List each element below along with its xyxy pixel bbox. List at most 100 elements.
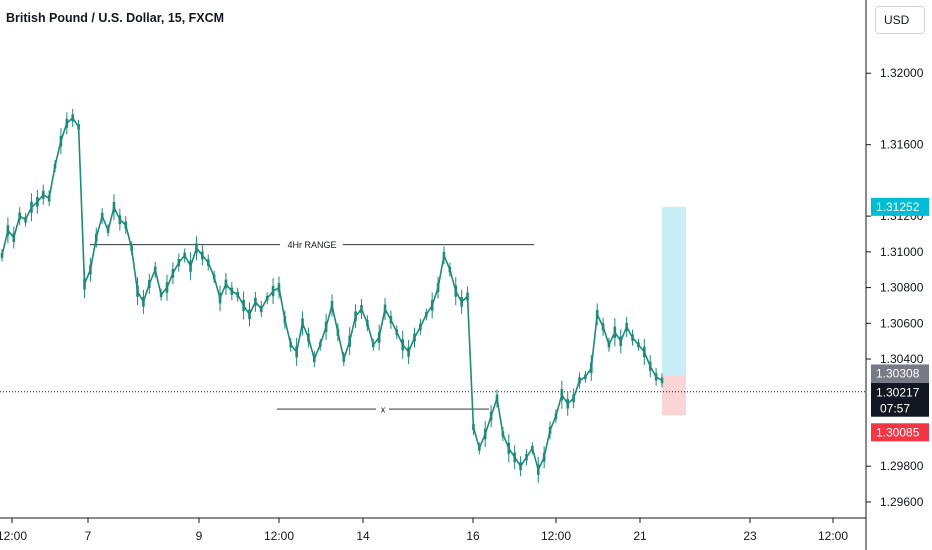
candle-body: [531, 445, 534, 451]
candle-body: [148, 280, 151, 289]
x-tick-label: 7: [85, 529, 92, 543]
candle-body: [313, 355, 316, 363]
candle-body: [466, 292, 469, 301]
x-tick-label: 16: [466, 529, 480, 543]
axis-price-labels: 1.31252 1.30308 1.30217 07:57 1.30085: [871, 197, 929, 442]
candle-body: [595, 309, 599, 319]
y-tick-label: 1.32000: [880, 66, 924, 80]
candle-body: [94, 233, 98, 242]
x-tick-label: 12:00: [264, 529, 294, 543]
candle-body: [89, 264, 92, 275]
candle-body: [560, 389, 564, 401]
candle-body: [59, 135, 63, 147]
candle-body: [195, 243, 198, 254]
y-tick-label: 1.31000: [880, 245, 924, 259]
candle-body: [171, 268, 175, 278]
y-tick-label: 1.29800: [880, 459, 924, 473]
candle-body: [271, 285, 275, 297]
candle-body: [289, 341, 293, 348]
y-tick-label: 1.30800: [880, 281, 924, 295]
candle-body: [407, 347, 410, 357]
candle-body: [654, 373, 658, 381]
candle-body: [430, 300, 434, 311]
candle-body: [236, 291, 240, 298]
candle-body: [254, 297, 257, 306]
candle-body: [301, 318, 304, 329]
candle-body: [354, 311, 357, 321]
candle-body: [6, 225, 10, 236]
candle-body: [65, 118, 69, 128]
candle-body: [177, 258, 181, 267]
candle-body: [0, 253, 4, 258]
candle-body: [224, 279, 228, 289]
candle-body: [478, 445, 481, 451]
candle-body: [536, 464, 540, 475]
candle-body: [566, 398, 570, 409]
price-axis[interactable]: 1.320001.316001.312001.310001.308001.306…: [866, 66, 924, 509]
candle-body: [265, 295, 269, 301]
candle-body: [342, 356, 346, 362]
candle-body: [519, 462, 522, 471]
candle-body: [625, 322, 628, 331]
candle-body: [601, 323, 605, 331]
time-axis[interactable]: 12:00 7 9 12:00 14 16 12:00 21 23 12:00: [0, 518, 848, 543]
candle-body: [47, 195, 51, 202]
candle-body: [307, 333, 310, 342]
candle-body: [360, 305, 363, 314]
candle-body: [30, 201, 33, 213]
candle-body: [41, 190, 45, 199]
candle-body: [36, 197, 39, 207]
x-label: x: [381, 405, 386, 415]
current-price-label: 1.30217: [876, 386, 920, 400]
chart-title: British Pound / U.S. Dollar, 15, FXCM: [6, 11, 225, 25]
candle-body: [454, 285, 458, 297]
candle-body: [277, 283, 281, 292]
candle-body: [259, 305, 263, 313]
candle-body: [336, 328, 340, 336]
candle-body: [548, 426, 552, 435]
target-zone[interactable]: [662, 206, 686, 376]
stop-zone[interactable]: [662, 375, 686, 416]
price-line: [1, 117, 663, 471]
candle-body: [142, 297, 145, 307]
price-series: [0, 108, 664, 483]
candle-body: [460, 297, 463, 307]
candle-body: [371, 342, 375, 348]
candle-body: [218, 293, 222, 304]
candle-body: [495, 394, 499, 402]
candle-body: [248, 309, 251, 320]
candle-body: [648, 361, 652, 371]
candle-body: [607, 341, 611, 348]
x-tick-label: 9: [196, 529, 203, 543]
candle-body: [83, 278, 86, 290]
candle-body: [71, 114, 75, 122]
candle-body: [130, 245, 133, 252]
candle-body: [448, 266, 452, 273]
currency-button[interactable]: USD: [875, 6, 925, 34]
candle-body: [507, 442, 511, 454]
x-tick-label: 12:00: [0, 529, 27, 543]
candle-body: [295, 346, 298, 358]
candle-body: [318, 342, 322, 348]
bar-countdown: 07:57: [880, 402, 910, 416]
stop-price-label: 1.30085: [876, 425, 920, 439]
candle-body: [324, 321, 328, 333]
y-tick-label: 1.29600: [880, 495, 924, 509]
candle-body: [631, 334, 634, 341]
candle-body: [542, 452, 546, 462]
stop-price-label-bg: [871, 423, 929, 442]
candle-body: [419, 323, 422, 331]
entry-price-label: 1.30308: [876, 366, 920, 380]
candle-body: [613, 326, 617, 338]
x-tick-label: 21: [633, 529, 647, 543]
candle-body: [578, 377, 581, 384]
x-tick-label: 23: [743, 529, 757, 543]
candle-body: [442, 251, 446, 260]
candle-body: [501, 431, 505, 437]
candle-body: [106, 228, 110, 233]
candle-body: [619, 336, 623, 346]
candle-body: [230, 287, 234, 295]
y-tick-label: 1.30400: [880, 352, 924, 366]
